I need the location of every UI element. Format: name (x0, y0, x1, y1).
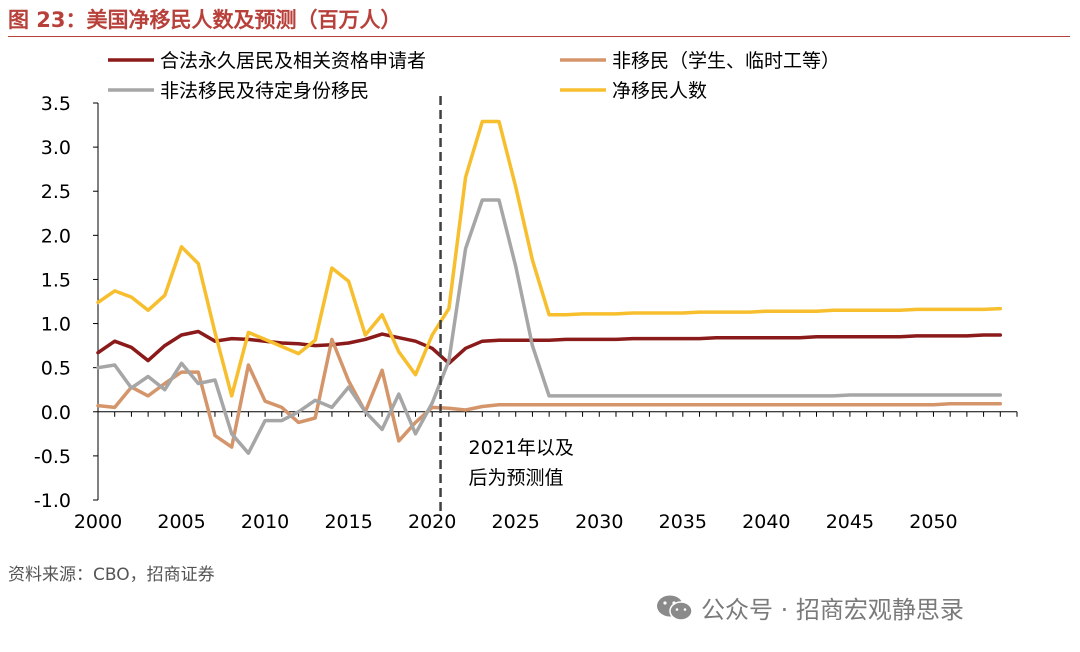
wechat-icon (657, 595, 693, 621)
legend-label-legal: 合法永久居民及相关资格申请者 (160, 50, 426, 72)
series-line-legal (96, 329, 1003, 366)
y-tick-label: 0.5 (41, 358, 71, 380)
series-line-unauthorized (96, 198, 1003, 455)
forecast-annotation-text: 后为预测值 (469, 467, 564, 489)
chart-axes: -1.0 -0.5 0.0 0.5 1.0 1.5 2.0 2.5 3.0 3.5 2000 2005… (34, 93, 1018, 533)
x-tick-label: 2020 (408, 511, 456, 533)
series-line-net (96, 119, 1003, 398)
x-tick-label: 2015 (324, 511, 372, 533)
chart-series (96, 119, 1003, 455)
x-tick-label: 2045 (826, 511, 874, 533)
y-tick-label: 2.5 (41, 181, 71, 203)
legend-label-nonimmigrant: 非移民（学生、临时工等） (612, 50, 840, 72)
x-tick-label: 2050 (909, 511, 957, 533)
watermark-text: 公众号 · 招商宏观静思录 (701, 596, 964, 624)
source-note: 资料来源：CBO，招商证券 (8, 565, 215, 585)
y-tick-label: -1.0 (34, 490, 71, 512)
x-tick-label: 2010 (241, 511, 289, 533)
legend-label-net: 净移民人数 (612, 80, 707, 102)
x-tick-label: 2035 (659, 511, 707, 533)
title-divider (8, 36, 1070, 37)
y-tick-label: 0.0 (41, 402, 71, 424)
legend-label-unauthorized: 非法移民及待定身份移民 (160, 80, 369, 102)
y-tick-label: 3.5 (41, 93, 71, 115)
watermark: 公众号 · 招商宏观静思录 (655, 590, 964, 625)
y-tick-label: 3.0 (41, 137, 71, 159)
x-tick-label: 2030 (575, 511, 623, 533)
figure-title: 图 23：美国净移民人数及预测（百万人） (8, 8, 402, 32)
x-tick-label: 2040 (742, 511, 790, 533)
x-tick-label: 2000 (74, 511, 122, 533)
y-tick-label: 1.0 (41, 314, 71, 336)
x-tick-label: 2025 (492, 511, 540, 533)
y-tick-label: 1.5 (41, 269, 71, 291)
y-tick-label: -0.5 (34, 446, 71, 468)
series-line-nonimmigrant (96, 337, 1003, 449)
y-tick-label: 2.0 (41, 225, 71, 247)
x-tick-label: 2005 (157, 511, 205, 533)
forecast-annotation-text: 2021年以及 (469, 437, 574, 459)
